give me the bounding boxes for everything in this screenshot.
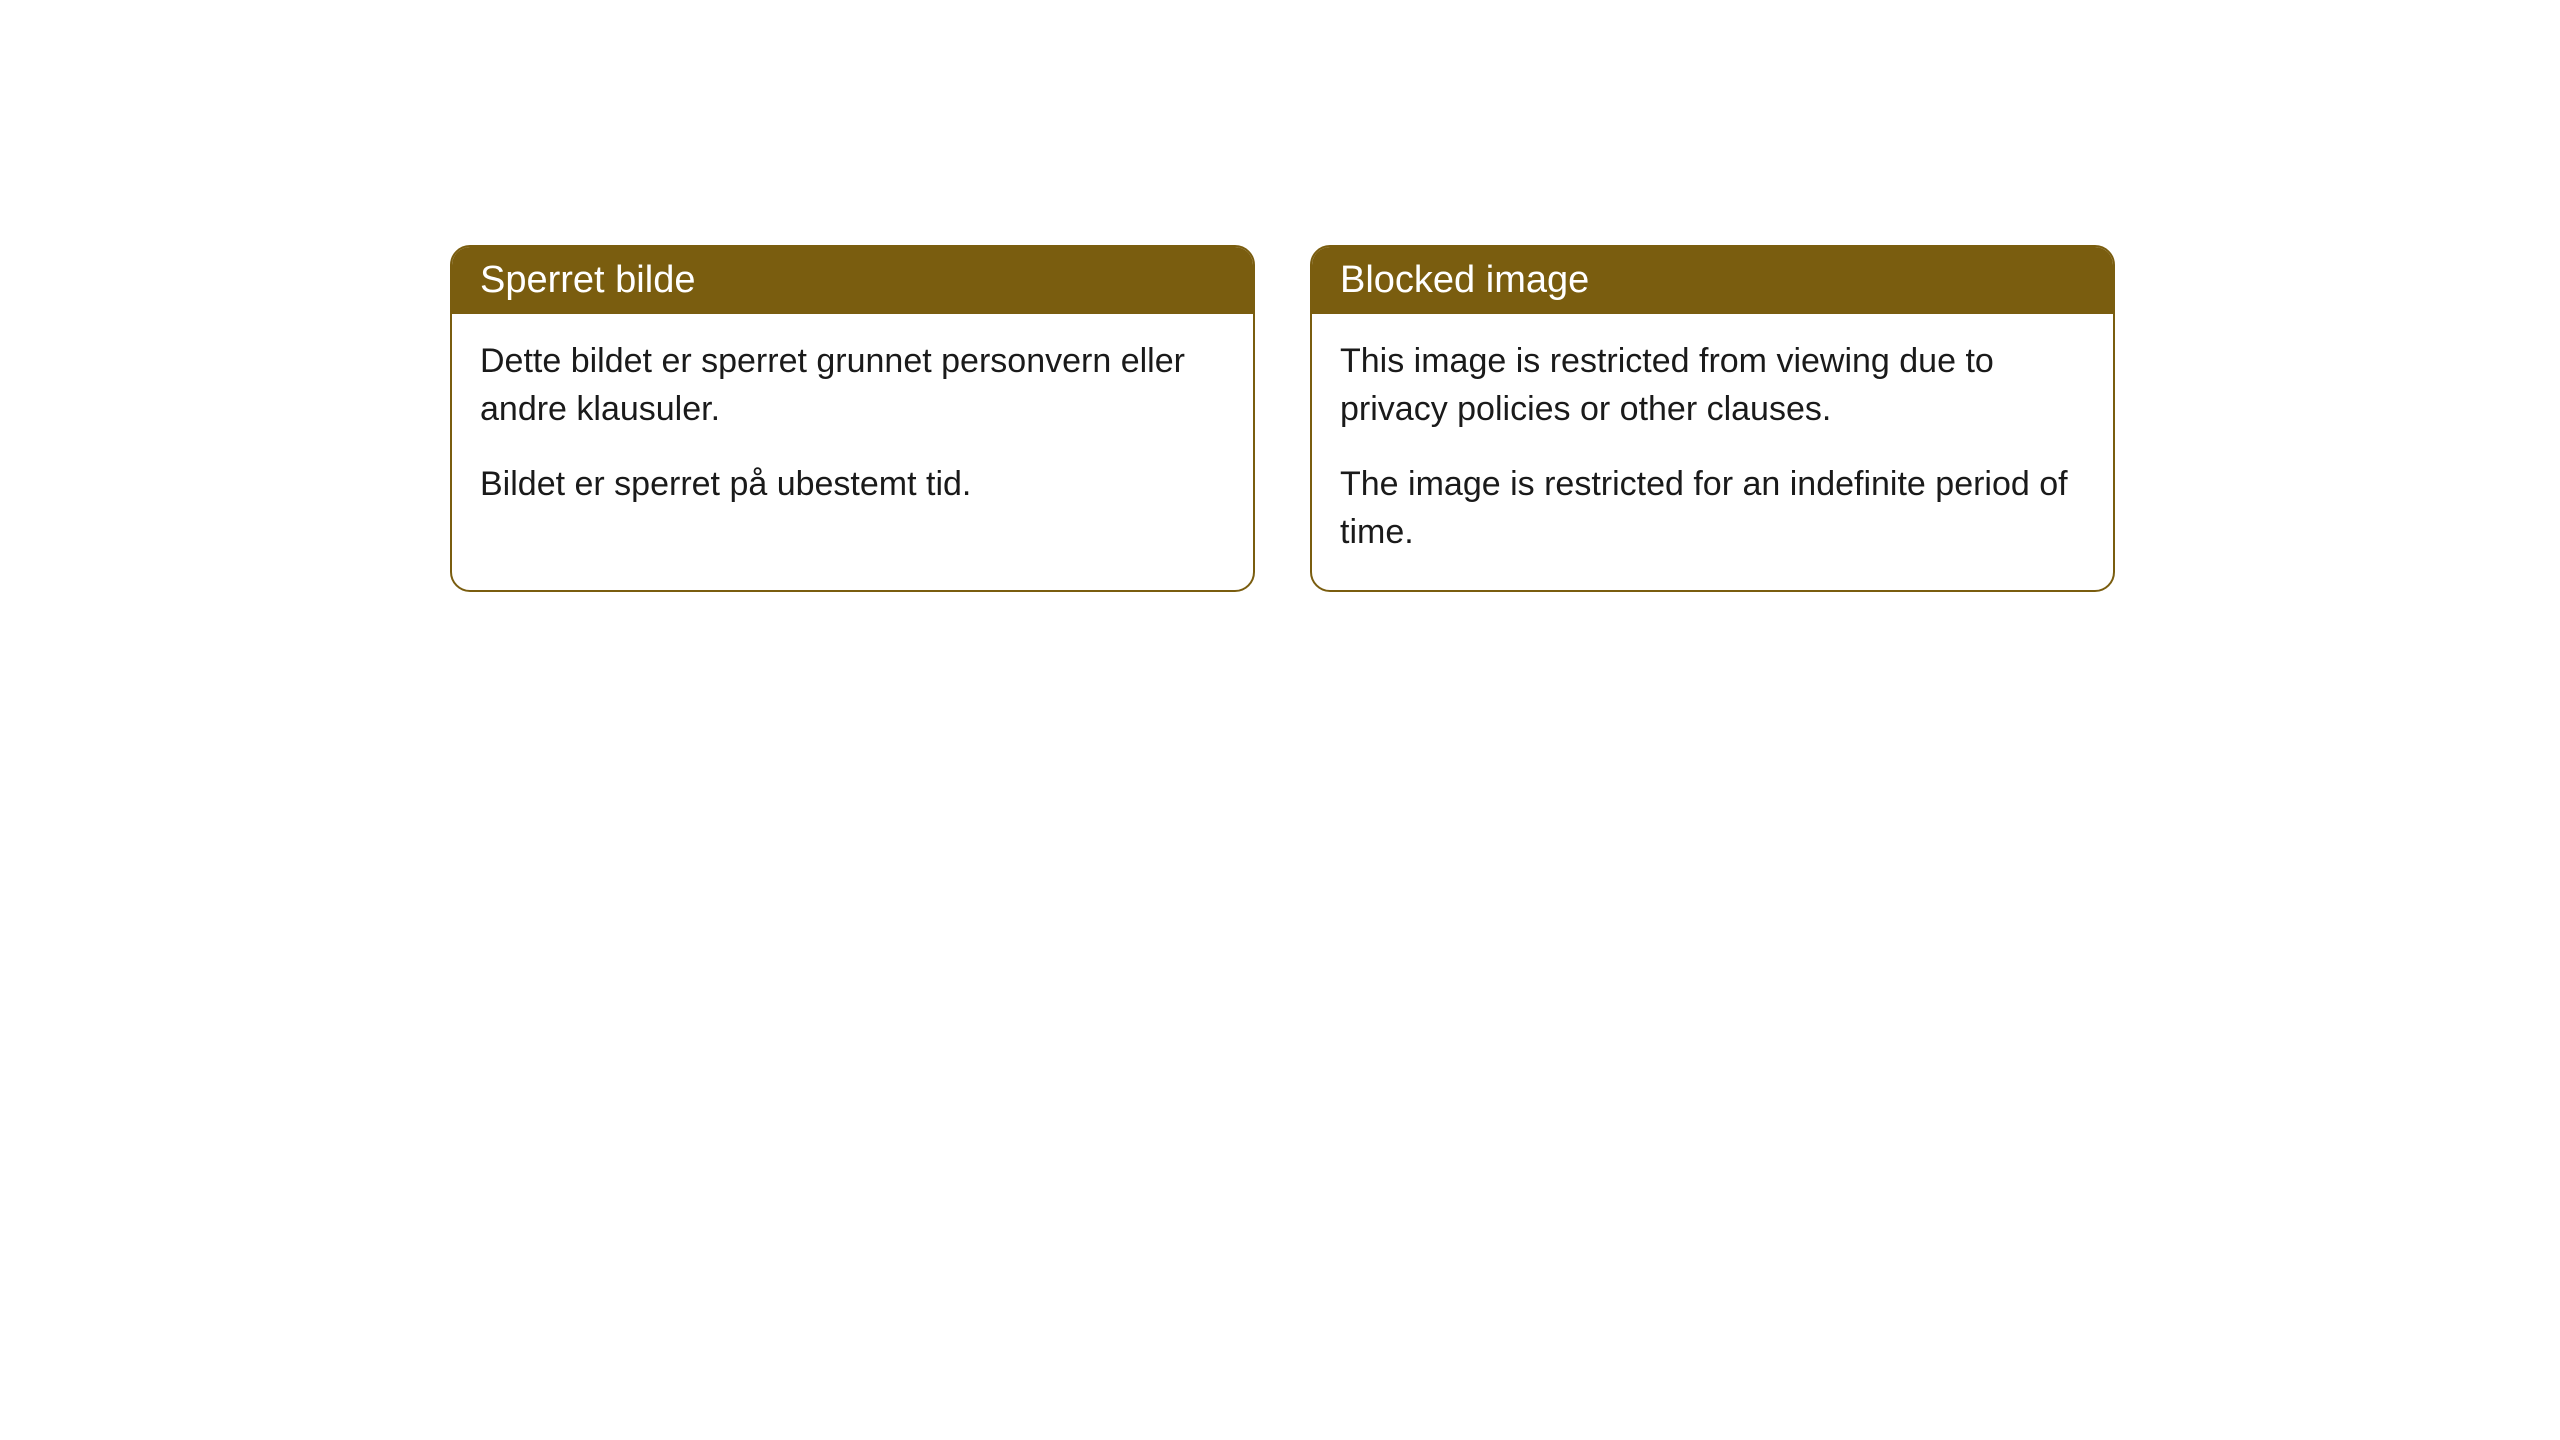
card-header: Sperret bilde: [452, 247, 1253, 314]
blocked-image-card-norwegian: Sperret bilde Dette bildet er sperret gr…: [450, 245, 1255, 592]
notice-cards-container: Sperret bilde Dette bildet er sperret gr…: [450, 245, 2115, 592]
card-body: This image is restricted from viewing du…: [1312, 314, 2113, 590]
card-body: Dette bildet er sperret grunnet personve…: [452, 314, 1253, 543]
card-paragraph: Bildet er sperret på ubestemt tid.: [480, 461, 1225, 509]
card-paragraph: This image is restricted from viewing du…: [1340, 338, 2085, 433]
card-paragraph: Dette bildet er sperret grunnet personve…: [480, 338, 1225, 433]
card-header: Blocked image: [1312, 247, 2113, 314]
card-paragraph: The image is restricted for an indefinit…: [1340, 461, 2085, 556]
blocked-image-card-english: Blocked image This image is restricted f…: [1310, 245, 2115, 592]
card-title: Sperret bilde: [480, 259, 695, 301]
card-title: Blocked image: [1340, 259, 1589, 301]
